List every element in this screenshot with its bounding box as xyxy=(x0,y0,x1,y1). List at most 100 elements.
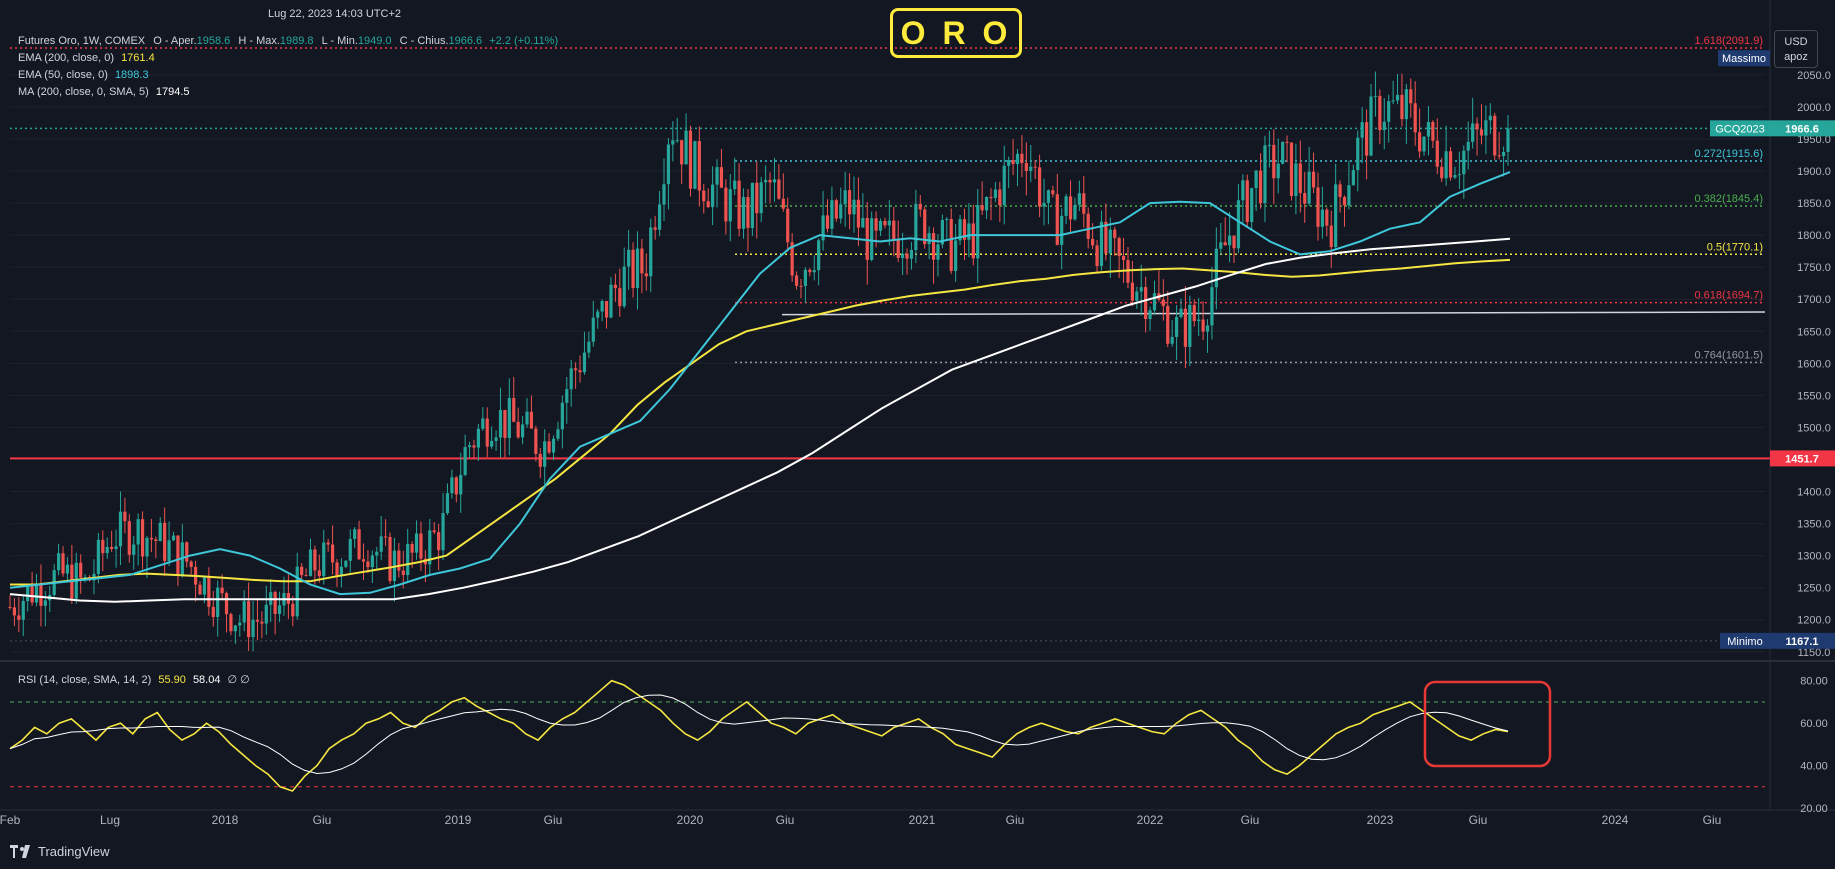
candle xyxy=(1073,197,1077,221)
open-label: O - Aper. xyxy=(153,35,197,47)
candle xyxy=(123,497,127,534)
candle-body xyxy=(512,397,516,422)
candle-body xyxy=(1484,120,1488,136)
candle xyxy=(1342,195,1347,227)
candle xyxy=(556,421,560,442)
candle-body xyxy=(1395,94,1400,101)
price-tick-label: 1850.0 xyxy=(1797,198,1831,210)
candle-body xyxy=(12,607,17,616)
candle xyxy=(357,520,361,560)
candle-body xyxy=(1108,229,1112,254)
candle xyxy=(233,624,237,644)
price-tick-label: 1550.0 xyxy=(1797,390,1831,402)
candle-body xyxy=(1356,137,1360,171)
title-badge: O R O xyxy=(890,8,1022,58)
candle-body xyxy=(1104,221,1108,254)
candle-body xyxy=(485,418,489,447)
candle-body xyxy=(878,220,883,231)
candle xyxy=(1144,276,1148,333)
tradingview-logo[interactable]: TradingView xyxy=(10,844,110,859)
timestamp: Lug 22, 2023 14:03 UTC+2 xyxy=(268,8,402,20)
candle-body xyxy=(927,233,931,245)
tradingview-logo-icon xyxy=(10,845,30,858)
candle-body xyxy=(454,477,458,495)
candle xyxy=(1174,305,1179,361)
indicator-ma200[interactable]: MA (200, close, 0, SMA, 5) 1794.5 xyxy=(18,86,190,98)
candle xyxy=(927,226,931,260)
candle xyxy=(304,568,308,577)
rsi-tick-label: 60.00 xyxy=(1800,718,1828,730)
candle-body xyxy=(693,141,697,189)
candle xyxy=(485,407,489,458)
candle-body xyxy=(1179,308,1183,317)
candle xyxy=(1104,203,1108,261)
price-tick-label: 2050.0 xyxy=(1797,70,1831,82)
close-label: C - Chius. xyxy=(399,35,449,47)
symbol-label[interactable]: Futures Oro, 1W, COMEX xyxy=(18,35,146,47)
candle-body xyxy=(719,167,724,188)
candle xyxy=(1479,104,1484,145)
candle xyxy=(149,518,154,553)
candle-body xyxy=(856,199,861,228)
candle xyxy=(406,528,410,581)
candle-body xyxy=(1303,193,1307,204)
candle xyxy=(167,521,171,567)
candle-body xyxy=(140,519,145,557)
rsi-header[interactable]: RSI (14, close, SMA, 14, 2) 55.90 58.04 … xyxy=(18,673,250,686)
indicator-ema200[interactable]: EMA (200, close, 0) 1761.4 xyxy=(18,52,155,64)
candle xyxy=(609,276,613,319)
candle-body xyxy=(503,410,507,438)
candles-layer xyxy=(8,71,1510,652)
candle xyxy=(1170,320,1174,347)
last-price-badge-text: 1966.6 xyxy=(1785,123,1819,135)
candle-body xyxy=(1276,163,1280,179)
candle xyxy=(600,299,604,322)
candle xyxy=(962,208,967,261)
candle-body xyxy=(437,532,441,551)
candle-body xyxy=(1121,255,1126,261)
candle xyxy=(1046,189,1051,225)
candle-body xyxy=(799,285,803,287)
candle-body xyxy=(1497,155,1501,157)
candle xyxy=(675,117,679,143)
candle-body xyxy=(1236,200,1241,249)
ma200-label: MA (200, close, 0, SMA, 5) xyxy=(18,86,149,98)
candle xyxy=(750,182,754,237)
candle-body xyxy=(242,601,246,623)
candle xyxy=(392,537,397,602)
candle-body xyxy=(335,562,339,577)
candle xyxy=(918,194,922,217)
candle xyxy=(688,125,693,197)
candle-body xyxy=(680,140,684,165)
candle xyxy=(644,253,648,291)
candle xyxy=(989,188,993,221)
candle-body xyxy=(313,549,317,571)
candle-body xyxy=(467,445,472,448)
candle-body xyxy=(176,535,180,575)
candle xyxy=(189,560,193,575)
time-tick-label: 2021 xyxy=(909,813,936,827)
candle-body xyxy=(96,539,100,574)
candle-body xyxy=(1250,188,1254,222)
candle-body xyxy=(1311,171,1316,188)
candle-body xyxy=(264,604,268,624)
candle xyxy=(251,600,255,652)
candle xyxy=(17,596,21,633)
candle-body xyxy=(1285,141,1289,143)
candle xyxy=(737,163,741,237)
currency-button[interactable]: USD apoz xyxy=(1774,30,1818,68)
candle-body xyxy=(1351,170,1355,186)
candle-body xyxy=(211,606,215,618)
candle-body xyxy=(516,421,520,438)
candle xyxy=(574,362,578,389)
price-tick-label: 1700.0 xyxy=(1797,294,1831,306)
candle xyxy=(481,407,485,431)
indicator-ema50[interactable]: EMA (50, close, 0) 1898.3 xyxy=(18,69,149,81)
candle xyxy=(459,452,463,513)
candle xyxy=(247,582,251,651)
candle xyxy=(728,174,732,242)
candle-body xyxy=(163,522,167,562)
candle xyxy=(1228,211,1232,263)
